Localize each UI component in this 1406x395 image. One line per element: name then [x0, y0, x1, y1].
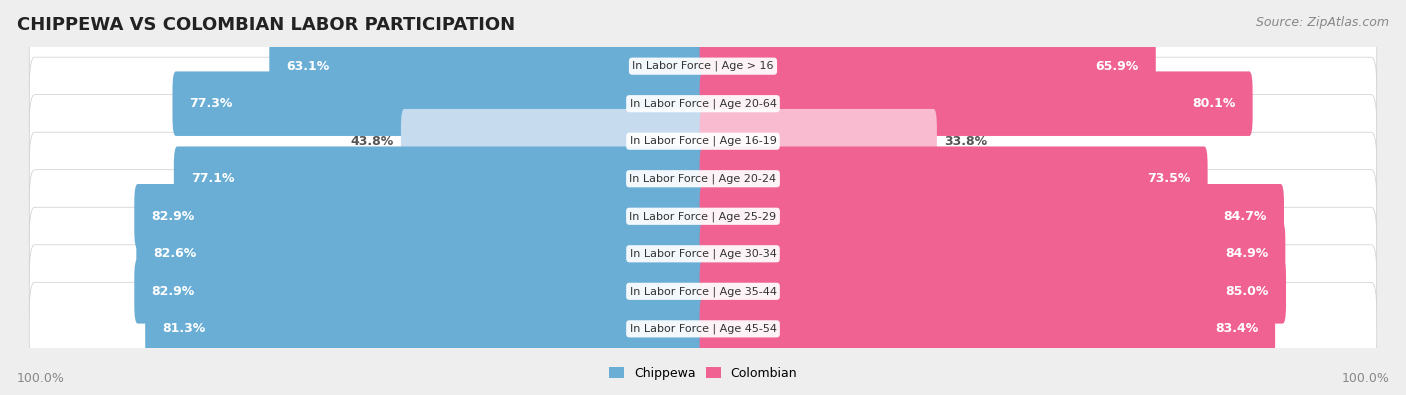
FancyBboxPatch shape [700, 109, 936, 173]
Text: In Labor Force | Age 16-19: In Labor Force | Age 16-19 [630, 136, 776, 147]
FancyBboxPatch shape [30, 282, 1376, 375]
FancyBboxPatch shape [145, 297, 706, 361]
FancyBboxPatch shape [173, 71, 706, 136]
Text: 82.9%: 82.9% [152, 210, 194, 223]
Text: In Labor Force | Age > 16: In Labor Force | Age > 16 [633, 61, 773, 71]
Text: In Labor Force | Age 20-64: In Labor Force | Age 20-64 [630, 98, 776, 109]
FancyBboxPatch shape [30, 207, 1376, 300]
Text: 80.1%: 80.1% [1192, 97, 1236, 110]
FancyBboxPatch shape [30, 245, 1376, 338]
FancyBboxPatch shape [30, 95, 1376, 188]
FancyBboxPatch shape [135, 259, 706, 324]
Text: 73.5%: 73.5% [1147, 172, 1191, 185]
Text: 77.1%: 77.1% [191, 172, 235, 185]
Text: 65.9%: 65.9% [1095, 60, 1139, 73]
Text: In Labor Force | Age 35-44: In Labor Force | Age 35-44 [630, 286, 776, 297]
Text: 82.6%: 82.6% [153, 247, 197, 260]
Text: CHIPPEWA VS COLOMBIAN LABOR PARTICIPATION: CHIPPEWA VS COLOMBIAN LABOR PARTICIPATIO… [17, 16, 515, 34]
FancyBboxPatch shape [700, 222, 1285, 286]
Text: 83.4%: 83.4% [1215, 322, 1258, 335]
FancyBboxPatch shape [30, 20, 1376, 113]
Text: 33.8%: 33.8% [943, 135, 987, 148]
FancyBboxPatch shape [700, 71, 1253, 136]
FancyBboxPatch shape [30, 57, 1376, 150]
Text: 77.3%: 77.3% [190, 97, 233, 110]
Text: 43.8%: 43.8% [352, 135, 394, 148]
Text: 100.0%: 100.0% [1341, 372, 1389, 385]
FancyBboxPatch shape [136, 222, 706, 286]
FancyBboxPatch shape [700, 184, 1284, 248]
Text: 85.0%: 85.0% [1226, 285, 1270, 298]
Text: 84.9%: 84.9% [1225, 247, 1268, 260]
FancyBboxPatch shape [30, 132, 1376, 225]
FancyBboxPatch shape [401, 109, 706, 173]
FancyBboxPatch shape [700, 34, 1156, 98]
Text: 100.0%: 100.0% [17, 372, 65, 385]
Text: In Labor Force | Age 25-29: In Labor Force | Age 25-29 [630, 211, 776, 222]
FancyBboxPatch shape [700, 147, 1208, 211]
FancyBboxPatch shape [700, 259, 1286, 324]
Text: 81.3%: 81.3% [162, 322, 205, 335]
Legend: Chippewa, Colombian: Chippewa, Colombian [603, 362, 803, 385]
Text: In Labor Force | Age 20-24: In Labor Force | Age 20-24 [630, 173, 776, 184]
Text: 63.1%: 63.1% [287, 60, 329, 73]
Text: In Labor Force | Age 30-34: In Labor Force | Age 30-34 [630, 248, 776, 259]
Text: Source: ZipAtlas.com: Source: ZipAtlas.com [1256, 16, 1389, 29]
FancyBboxPatch shape [700, 297, 1275, 361]
Text: 82.9%: 82.9% [152, 285, 194, 298]
Text: 84.7%: 84.7% [1223, 210, 1267, 223]
Text: In Labor Force | Age 45-54: In Labor Force | Age 45-54 [630, 324, 776, 334]
FancyBboxPatch shape [270, 34, 706, 98]
FancyBboxPatch shape [135, 184, 706, 248]
FancyBboxPatch shape [30, 170, 1376, 263]
FancyBboxPatch shape [174, 147, 706, 211]
